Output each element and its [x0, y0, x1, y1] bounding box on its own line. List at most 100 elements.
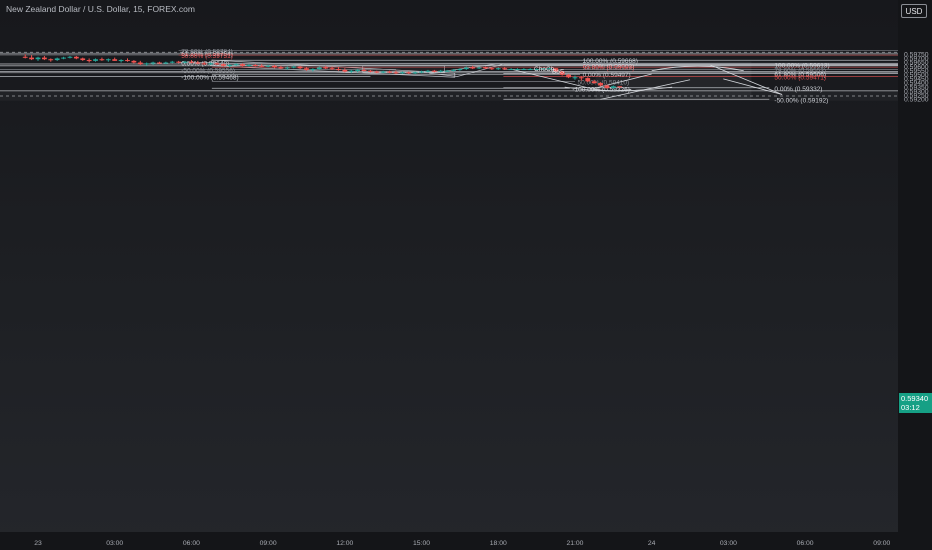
fib-level-label: -100.00% (0.59326) [572, 86, 629, 93]
candle-body [297, 66, 303, 69]
projection-lower-line [600, 79, 691, 100]
candle-body [355, 69, 361, 71]
candle-body [112, 59, 118, 61]
candle-body [483, 67, 488, 69]
fib-level-label: 50.00% (0.59731) [181, 53, 233, 60]
candle-body [195, 62, 201, 64]
candle-body [534, 69, 540, 71]
time-tick-label: 09:00 [260, 540, 277, 547]
price-tick-label: 0.59700 [904, 56, 929, 63]
candle-body [80, 58, 86, 61]
candle-body [201, 63, 207, 65]
candle-body [246, 64, 252, 66]
candle-body [585, 78, 591, 82]
candle-body [176, 61, 182, 63]
candle-body [310, 69, 316, 71]
candle-body [412, 72, 418, 74]
projection-arc-bottom [564, 86, 673, 92]
time-tick-label: 09:00 [873, 540, 890, 547]
candle-body [118, 60, 124, 62]
candle-body [502, 68, 508, 70]
candle-body [431, 70, 437, 72]
projection-channel-line [723, 78, 783, 95]
fib-level-label: -50.00% (0.59192) [774, 97, 828, 104]
candle-body [252, 64, 258, 66]
projection-up-line [592, 73, 652, 90]
candle-body [553, 68, 559, 72]
price-tick-label: 0.59750 [904, 52, 929, 59]
candle-body [515, 69, 520, 71]
time-tick-label: 06:00 [797, 540, 814, 547]
price-tick-label: 0.59400 [904, 80, 929, 87]
fib-level-label: 78.60% (0.59553) [774, 68, 826, 75]
fib-level-label: 0.00% (0.59497) [583, 72, 631, 79]
candle-body [272, 65, 277, 68]
candle-body [189, 61, 194, 63]
candle-body [99, 59, 105, 61]
candle-body [547, 68, 552, 70]
price-tick-label: 0.59550 [904, 68, 929, 75]
candle-body [93, 59, 98, 61]
candle-body [29, 57, 35, 60]
candle-body [220, 64, 226, 66]
candle-body [157, 62, 162, 64]
candle-body [540, 68, 546, 70]
candle-body [150, 62, 156, 64]
projection-arc-top [651, 65, 744, 72]
candle-body [41, 57, 47, 60]
candle-body [559, 71, 565, 75]
fib-level-label: -50.00% (0.59556) [181, 67, 235, 74]
time-tick-label: 03:00 [106, 540, 123, 547]
time-tick-label: 03:00 [720, 540, 737, 547]
candle-body [521, 69, 527, 71]
candle-body [610, 86, 616, 88]
candle-body [105, 59, 111, 61]
time-tick-label: 24 [648, 540, 656, 547]
price-tick-label: 0.59200 [904, 97, 929, 104]
candle-body [131, 60, 137, 63]
currency-badge[interactable]: USD [901, 4, 927, 18]
candle-body [578, 77, 584, 79]
fib-level-label: 50.00% (0.59583) [583, 65, 635, 72]
candle-body [527, 69, 533, 71]
candle-body [208, 63, 213, 65]
candle-body [393, 72, 399, 74]
current-price-tag: 0.59340 03:12 [899, 393, 932, 413]
fib-level-label: 0.00% (0.59332) [774, 86, 822, 93]
candle-body [419, 71, 424, 73]
fib-level-label: 50.00% (0.59471) [774, 74, 826, 81]
price-tick-label: 0.59600 [904, 64, 929, 71]
candle-body [86, 60, 92, 62]
candle-body [265, 65, 271, 67]
candle-body [598, 83, 603, 86]
fib-level-label: 50.00% (0.59410) [578, 79, 630, 86]
price-tick-label: 0.59650 [904, 60, 929, 67]
candle-body [572, 77, 578, 79]
candle-body [278, 67, 284, 69]
candle-body [304, 68, 309, 70]
candle-body [470, 67, 476, 69]
candle-body [259, 65, 265, 67]
candle-body [291, 66, 297, 68]
time-axis-bg [0, 532, 932, 550]
fib-level-label: 61.80% (0.59506) [774, 72, 826, 79]
candle-body [67, 56, 73, 58]
candle-body [399, 72, 405, 74]
time-tick-label: 23 [34, 540, 42, 547]
candle-body [566, 74, 571, 78]
candle-body [214, 63, 220, 65]
candle-body [137, 62, 143, 65]
structure-annotation: BoS [552, 68, 565, 75]
candle-body [463, 67, 469, 70]
price-tick-label: 0.59500 [904, 72, 929, 79]
projection-down-line [710, 64, 783, 95]
candle-body [169, 61, 175, 63]
candle-body [368, 70, 373, 72]
candle-body [425, 70, 431, 72]
symbol-title: New Zealand Dollar / U.S. Dollar, 15, FO… [6, 4, 195, 14]
candle-body [35, 57, 41, 60]
candle-body [387, 71, 392, 73]
candle-body [342, 69, 348, 72]
